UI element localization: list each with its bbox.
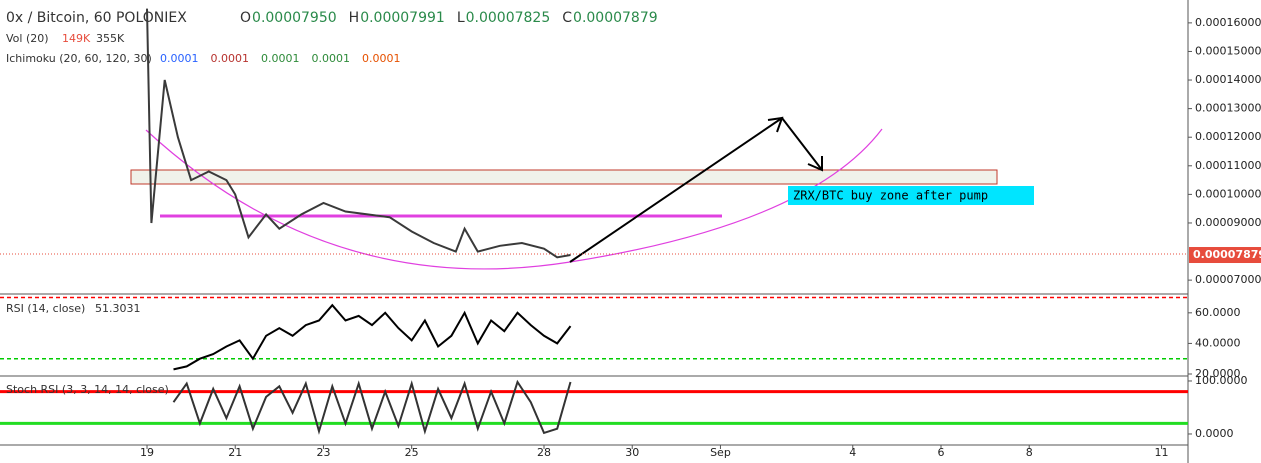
ohlc-value: 0.00007879 <box>573 10 658 26</box>
y-tick-label: 100.0000 <box>1195 374 1248 387</box>
ichimoku-label: Ichimoku (20, 60, 120, 30) <box>6 52 152 65</box>
ohlc-key: O <box>240 10 251 26</box>
ohlc-key: H <box>349 10 360 26</box>
buy-zone <box>130 169 998 185</box>
y-tick-label: 20.0000 <box>1195 367 1241 380</box>
ohlc-value: 0.00007991 <box>360 10 445 26</box>
x-tick-label: 4 <box>849 446 856 459</box>
ohlc-key: C <box>562 10 572 26</box>
series-line <box>173 303 572 371</box>
volume-value: 149K <box>62 32 91 45</box>
ohlc-key: L <box>457 10 465 26</box>
volume-value: 355K <box>96 32 125 45</box>
ichimoku-value: 0.0001 <box>362 52 401 65</box>
ichimoku-value: 0.0001 <box>211 52 250 65</box>
y-tick-label: 0.00010000 <box>1195 187 1261 200</box>
pane-title: RSI (14, close) <box>6 302 85 315</box>
header: 0x / Bitcoin, 60 POLONIEX Vol (20) 149K … <box>6 10 187 65</box>
ohlc-value: 0.00007950 <box>252 10 337 26</box>
ichimoku-value: 0.0001 <box>160 52 199 65</box>
annotation-box <box>788 186 1034 205</box>
y-tick-label: 0.00014000 <box>1195 73 1261 86</box>
current-price-label: 0.00007879 <box>1193 248 1261 261</box>
y-tick-label: 0.00015000 <box>1195 44 1261 57</box>
x-tick-label: 21 <box>228 446 242 459</box>
ichimoku-value: 0.0001 <box>261 52 300 65</box>
symbol-title: 0x / Bitcoin, 60 POLONIEX <box>6 10 187 26</box>
ichimoku-value: 0.0001 <box>312 52 351 65</box>
x-tick-label: 6 <box>937 446 944 459</box>
y-tick-label: 0.00012000 <box>1195 130 1261 143</box>
x-tick-label: 30 <box>625 446 639 459</box>
x-tick-label: 11 <box>1155 446 1169 459</box>
y-tick-label: 40.0000 <box>1195 336 1241 349</box>
pane-value: 51.3031 <box>95 302 141 315</box>
ohlc-value: 0.00007825 <box>466 10 551 26</box>
y-tick-label: 0.00016000 <box>1195 16 1261 29</box>
y-tick-label: 0.0000 <box>1195 427 1234 440</box>
volume-label: Vol (20) <box>6 32 49 45</box>
y-tick-label: 0.00013000 <box>1195 102 1261 115</box>
current-price-box <box>1189 247 1261 264</box>
pane-title: Stoch RSI (3, 3, 14, 14, close) <box>6 383 169 396</box>
x-tick-label: 25 <box>405 446 419 459</box>
annotation: ZRX/BTC buy zone after pump <box>793 189 988 203</box>
x-tick-label: 28 <box>537 446 551 459</box>
x-tick-label: 8 <box>1026 446 1033 459</box>
y-tick-label: 60.0000 <box>1195 306 1241 319</box>
y-tick-label: 0.00007000 <box>1195 273 1261 286</box>
arrow-head <box>767 116 823 172</box>
y-tick-label: 0.00011000 <box>1195 159 1261 172</box>
x-tick-label: Sep <box>710 446 731 459</box>
series-line <box>146 8 571 259</box>
y-tick-label: 0.00009000 <box>1195 216 1261 229</box>
x-tick-label: 23 <box>316 446 330 459</box>
series-line <box>172 379 572 435</box>
x-tick-label: 19 <box>140 446 154 459</box>
